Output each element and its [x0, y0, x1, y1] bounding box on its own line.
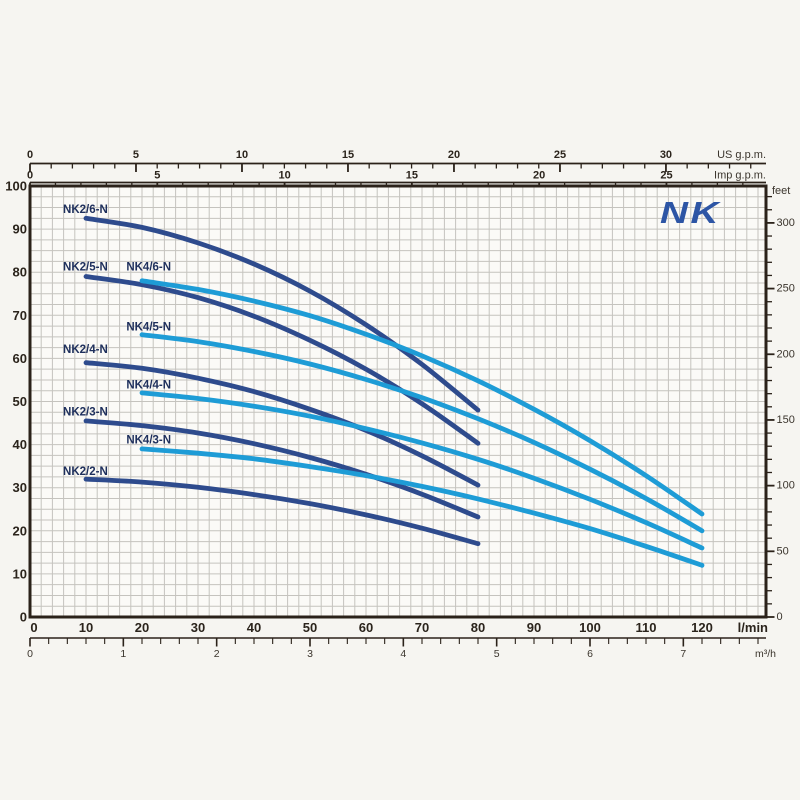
imp-gpm-tick-label: 15 [406, 170, 418, 182]
m3h-tick-label: 0 [27, 648, 33, 660]
feet-tick-label: 250 [777, 283, 795, 295]
lmin-tick-label: 80 [471, 620, 485, 635]
us-gpm-tick-label: 10 [236, 149, 248, 161]
us-gpm-tick-label: 30 [660, 149, 672, 161]
imp-gpm-tick-label: 0 [27, 170, 33, 182]
lmin-tick-label: 90 [527, 620, 541, 635]
axis-m3h: 0 1 2 3 4 5 6 7 m³/h [27, 637, 776, 660]
feet-unit-label: feet [772, 185, 790, 197]
curve-label: NK4/4-N [126, 380, 171, 392]
lmin-tick-label: 20 [135, 620, 149, 635]
imp-gpm-tick-label: 10 [278, 170, 290, 182]
feet-tick-label: 0 [777, 611, 783, 623]
lmin-tick-label: 40 [247, 620, 261, 635]
m3h-tick-label: 7 [680, 648, 686, 660]
meters-tick-label: 20 [13, 523, 27, 538]
imp-gpm-tick-label: 5 [154, 170, 160, 182]
feet-tick-label: 100 [777, 480, 795, 492]
axis-lmin: 0 10 20 30 40 50 60 70 80 90 100 110 120 l/min [30, 620, 768, 635]
curve-nk2-3-n [83, 418, 481, 520]
m3h-tick-label: 4 [400, 648, 406, 660]
curve-nk2-2-n [83, 476, 481, 547]
us-gpm-unit-label: US g.p.m. [717, 149, 766, 161]
curve-nk2-5-n [83, 274, 481, 446]
m3h-unit-label: m³/h [755, 648, 776, 660]
lmin-tick-label: 110 [636, 620, 657, 635]
feet-tick-label: 200 [777, 348, 795, 360]
us-gpm-tick-label: 5 [133, 149, 139, 161]
lmin-tick-label: 120 [691, 620, 713, 635]
m3h-tick-label: 3 [307, 648, 313, 660]
meters-tick-label: 60 [13, 351, 27, 366]
brand-logo: NK [660, 195, 721, 230]
feet-tick-label: 50 [777, 545, 789, 557]
lmin-tick-label: 60 [359, 620, 373, 635]
curve-nk4-6-n [139, 278, 705, 517]
curve-label: NK2/3-N [63, 406, 108, 418]
m3h-tick-label: 1 [120, 648, 126, 660]
axis-feet: 0 50 100 150 200 250 300 feet [767, 185, 795, 623]
curve-nk2-6-n [83, 215, 481, 413]
meters-tick-label: 10 [13, 566, 27, 581]
meters-tick-label: 100 [5, 179, 27, 194]
meters-tick-label: 0 [20, 610, 27, 625]
m3h-tick-label: 2 [214, 648, 220, 660]
curve-label: NK2/6-N [63, 204, 108, 216]
lmin-tick-label: 10 [79, 620, 93, 635]
meters-tick-label: 50 [13, 394, 27, 409]
curve-nk4-4-n [139, 390, 705, 551]
grid [30, 186, 766, 617]
m3h-tick-label: 6 [587, 648, 593, 660]
lmin-tick-label: 0 [30, 620, 37, 635]
curve-nk2-4-n [83, 360, 481, 488]
curve-label: NK2/5-N [63, 261, 108, 273]
curve-label: NK2/2-N [63, 466, 108, 478]
lmin-tick-label: 100 [579, 620, 601, 635]
meters-tick-label: 30 [13, 480, 27, 495]
lmin-tick-label: 70 [415, 620, 429, 635]
curve-label: NK2/4-N [63, 344, 108, 356]
curve-labels: NK2/6-N NK2/5-N NK2/4-N NK2/3-N NK2/2-N NK4/6… [63, 204, 171, 478]
axis-imp-gpm: 0 5 10 15 20 25 Imp g.p.m. [27, 170, 766, 188]
curve-label: NK4/3-N [126, 435, 171, 447]
feet-tick-label: 150 [777, 414, 795, 426]
imp-gpm-unit-label: Imp g.p.m. [714, 170, 766, 182]
curve-nk4-3-n [139, 446, 705, 568]
lmin-tick-label: 30 [191, 620, 205, 635]
meters-tick-label: 80 [13, 265, 27, 280]
imp-gpm-tick-label: 20 [533, 170, 545, 182]
us-gpm-tick-label: 25 [554, 149, 566, 161]
feet-tick-label: 300 [777, 217, 795, 229]
curve-label: NK4/5-N [126, 321, 171, 333]
meters-tick-label: 70 [13, 308, 27, 323]
curves [83, 215, 705, 568]
plot-frame [28, 184, 768, 619]
lmin-unit-label: l/min [738, 620, 768, 635]
imp-gpm-tick-label: 25 [660, 170, 672, 182]
axis-meters: 0 10 20 30 40 50 60 70 80 90 100 [5, 179, 27, 625]
us-gpm-tick-label: 20 [448, 149, 460, 161]
curve-label: NK4/6-N [126, 261, 171, 273]
m3h-tick-label: 5 [494, 648, 500, 660]
meters-tick-label: 40 [13, 437, 27, 452]
axis-us-gpm: 0 5 10 15 20 25 30 US g.p.m. [27, 149, 766, 172]
us-gpm-tick-label: 0 [27, 149, 33, 161]
lmin-tick-label: 50 [303, 620, 317, 635]
us-gpm-tick-label: 15 [342, 149, 354, 161]
meters-tick-label: 90 [13, 222, 27, 237]
curve-nk4-5-n [139, 332, 705, 534]
